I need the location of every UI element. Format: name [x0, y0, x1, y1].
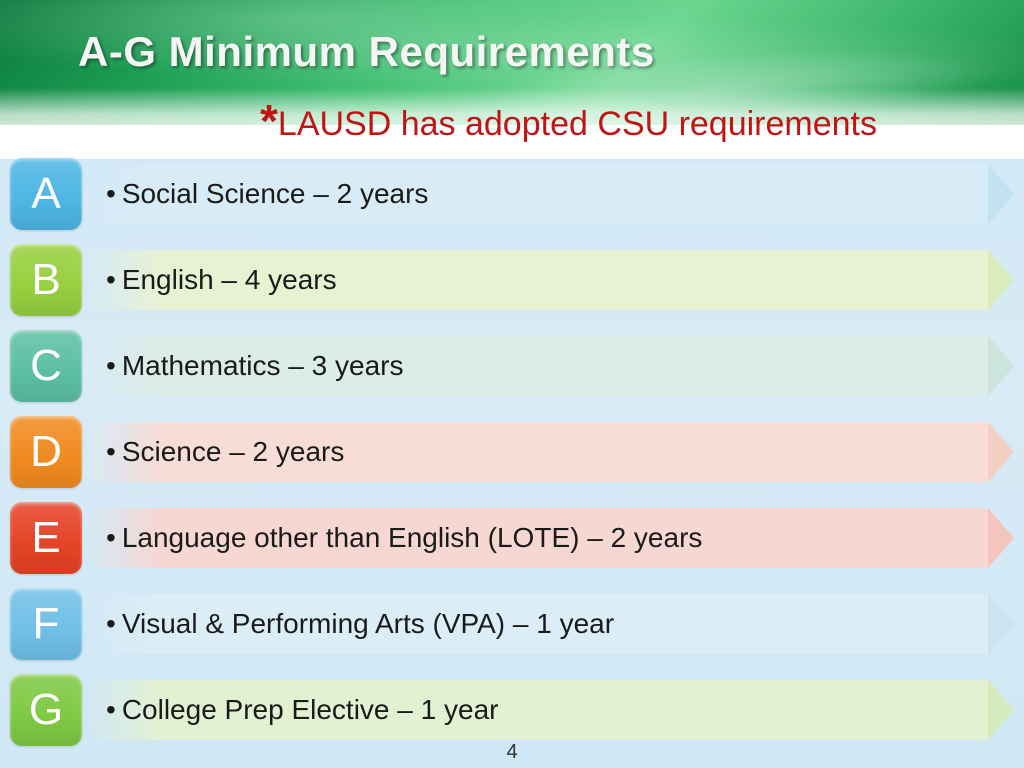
requirement-text: •College Prep Elective – 1 year [88, 694, 498, 726]
requirement-label: Science – 2 years [122, 436, 345, 467]
requirement-row: B•English – 4 years [10, 244, 1014, 316]
bullet-icon: • [106, 608, 116, 639]
chevron-right-icon [988, 250, 1014, 310]
requirement-text: •Mathematics – 3 years [88, 350, 403, 382]
requirement-bar: •College Prep Elective – 1 year [88, 680, 1014, 740]
page-title: A-G Minimum Requirements [78, 28, 655, 76]
bullet-icon: • [106, 436, 116, 467]
requirement-row: G•College Prep Elective – 1 year [10, 674, 1014, 746]
letter-box-d: D [10, 416, 82, 488]
chevron-right-icon [988, 422, 1014, 482]
chevron-right-icon [988, 680, 1014, 740]
requirements-list: A•Social Science – 2 yearsB•English – 4 … [10, 158, 1014, 760]
requirement-label: Language other than English (LOTE) – 2 y… [122, 522, 703, 553]
requirement-bar: •Visual & Performing Arts (VPA) – 1 year [88, 594, 1014, 654]
bullet-icon: • [106, 178, 116, 209]
chevron-right-icon [988, 336, 1014, 396]
requirement-label: Social Science – 2 years [122, 178, 429, 209]
letter-box-a: A [10, 158, 82, 230]
requirement-text: •English – 4 years [88, 264, 337, 296]
requirement-row: D•Science – 2 years [10, 416, 1014, 488]
page-number: 4 [0, 741, 1024, 764]
requirement-bar: •Mathematics – 3 years [88, 336, 1014, 396]
requirement-bar: •Social Science – 2 years [88, 164, 1014, 224]
requirement-text: •Language other than English (LOTE) – 2 … [88, 522, 702, 554]
requirement-text: •Science – 2 years [88, 436, 344, 468]
requirement-row: E•Language other than English (LOTE) – 2… [10, 502, 1014, 574]
requirement-row: A•Social Science – 2 years [10, 158, 1014, 230]
bullet-icon: • [106, 350, 116, 381]
requirement-bar: •English – 4 years [88, 250, 1014, 310]
chevron-right-icon [988, 594, 1014, 654]
asterisk-icon: * [260, 95, 278, 147]
chevron-right-icon [988, 164, 1014, 224]
letter-box-c: C [10, 330, 82, 402]
requirement-row: C•Mathematics – 3 years [10, 330, 1014, 402]
bullet-icon: • [106, 264, 116, 295]
bullet-icon: • [106, 694, 116, 725]
requirement-label: Visual & Performing Arts (VPA) – 1 year [122, 608, 614, 639]
chevron-right-icon [988, 508, 1014, 568]
letter-box-b: B [10, 244, 82, 316]
requirement-bar: •Language other than English (LOTE) – 2 … [88, 508, 1014, 568]
subtitle-row: *LAUSD has adopted CSU requirements [0, 88, 1024, 154]
requirement-text: •Visual & Performing Arts (VPA) – 1 year [88, 608, 614, 640]
letter-box-g: G [10, 674, 82, 746]
requirement-text: •Social Science – 2 years [88, 178, 428, 210]
requirement-label: College Prep Elective – 1 year [122, 694, 499, 725]
requirement-label: Mathematics – 3 years [122, 350, 404, 381]
requirement-label: English – 4 years [122, 264, 337, 295]
letter-box-f: F [10, 588, 82, 660]
bullet-icon: • [106, 522, 116, 553]
requirement-row: F•Visual & Performing Arts (VPA) – 1 yea… [10, 588, 1014, 660]
subtitle-text: LAUSD has adopted CSU requirements [278, 105, 877, 143]
letter-box-e: E [10, 502, 82, 574]
requirement-bar: •Science – 2 years [88, 422, 1014, 482]
